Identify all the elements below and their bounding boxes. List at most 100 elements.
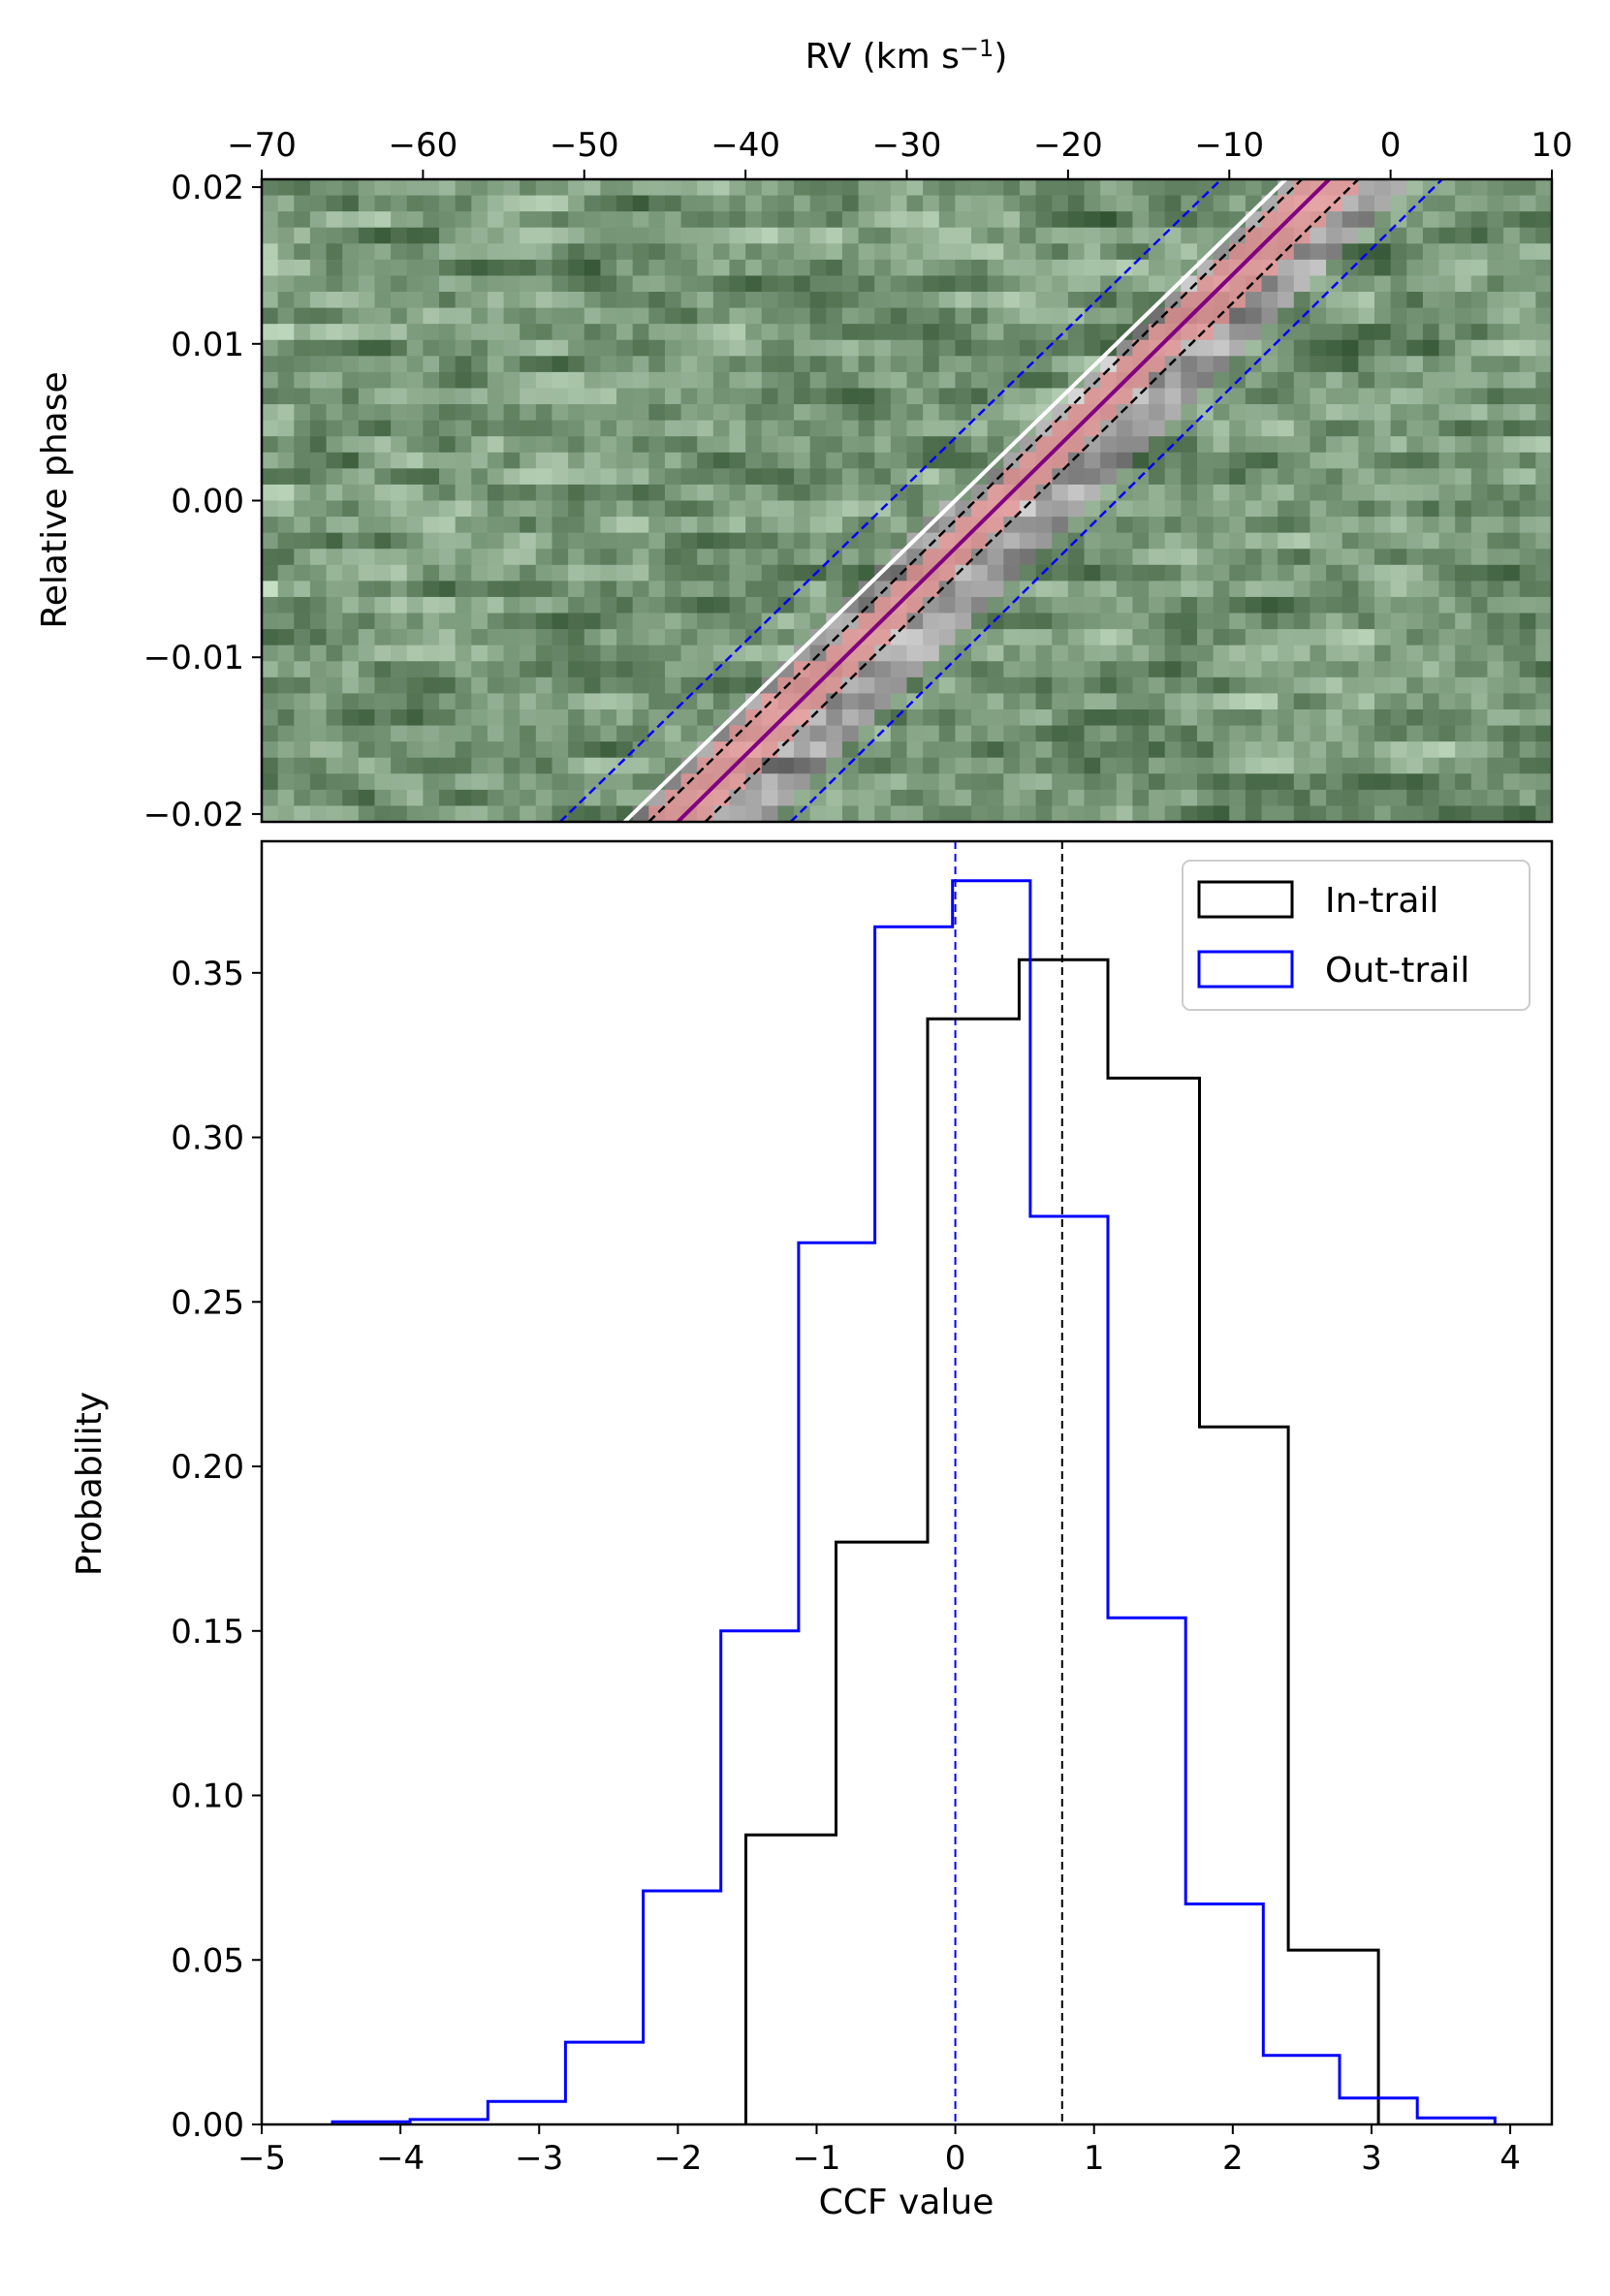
- heatmap-cell: [342, 243, 360, 261]
- heatmap-cell: [938, 452, 957, 469]
- heatmap-cell: [777, 581, 795, 598]
- heatmap-cell: [826, 227, 843, 244]
- heatmap-cell: [826, 581, 843, 598]
- heatmap-cell: [1067, 596, 1086, 614]
- heatmap-cell: [1358, 645, 1375, 662]
- heatmap-cell: [1164, 789, 1182, 807]
- heatmap-cell: [1455, 517, 1472, 534]
- heatmap-cell: [600, 259, 617, 277]
- heatmap-cell: [358, 564, 376, 582]
- heatmap-cell: [1422, 452, 1440, 469]
- heatmap-cell: [729, 789, 746, 807]
- heatmap-cell: [890, 661, 908, 678]
- heatmap-cell: [568, 645, 585, 662]
- heatmap-cell: [391, 404, 408, 422]
- heatmap-cell: [584, 452, 601, 469]
- heatmap-cell: [632, 227, 649, 244]
- heatmap-cell: [391, 371, 408, 390]
- heatmap-cell: [1261, 404, 1279, 422]
- heatmap-cell: [1310, 420, 1327, 437]
- heatmap-cell: [1455, 741, 1472, 759]
- heatmap-cell: [1052, 275, 1069, 293]
- heatmap-cell: [568, 549, 585, 566]
- heatmap-cell: [374, 773, 392, 791]
- heatmap-cell: [326, 773, 343, 791]
- heatmap-cell: [1310, 805, 1327, 822]
- heatmap-cell: [761, 725, 778, 742]
- heatmap-cell: [809, 468, 827, 486]
- heatmap-cell: [761, 773, 778, 791]
- heatmap-cell: [664, 676, 682, 694]
- heatmap-cell: [1422, 307, 1440, 325]
- heatmap-cell: [761, 629, 778, 646]
- heatmap-cell: [1229, 243, 1247, 261]
- heatmap-cell: [1342, 789, 1359, 807]
- heatmap-cell: [809, 211, 827, 229]
- heatmap-cell: [906, 307, 924, 325]
- heatmap-cell: [890, 468, 908, 486]
- heatmap-cell: [1035, 211, 1053, 229]
- heatmap-cell: [1519, 211, 1536, 229]
- heatmap-cell: [680, 564, 698, 582]
- heatmap-cell: [439, 468, 457, 486]
- heatmap-cell: [761, 484, 778, 502]
- heatmap-cell: [1310, 500, 1327, 518]
- heatmap-cell: [729, 307, 746, 325]
- heatmap-cell: [1035, 613, 1053, 630]
- heatmap-cell: [391, 500, 408, 518]
- heatmap-cell: [277, 532, 295, 550]
- heatmap-cell: [1245, 388, 1263, 405]
- heatmap-cell: [971, 613, 989, 630]
- heatmap-cell: [955, 645, 972, 662]
- heatmap-cell: [326, 243, 343, 261]
- heatmap-cell: [391, 757, 408, 774]
- heatmap-cell: [1422, 725, 1440, 742]
- heatmap-cell: [503, 468, 521, 486]
- heatmap-cell: [761, 532, 778, 550]
- heatmap-cell: [423, 211, 440, 229]
- heatmap-cell: [584, 420, 601, 437]
- heatmap-cell: [1181, 725, 1198, 742]
- heatmap-cell: [616, 292, 634, 309]
- heatmap-cell: [712, 195, 731, 212]
- heatmap-cell: [535, 356, 553, 373]
- heatmap-cell: [1278, 676, 1295, 694]
- heatmap-cell: [1164, 757, 1182, 774]
- heatmap-cell: [1535, 741, 1552, 759]
- heatmap-cell: [1390, 741, 1407, 759]
- heatmap-cell: [262, 645, 279, 662]
- heatmap-cell: [841, 356, 860, 373]
- heatmap-cell: [391, 452, 408, 469]
- heatmap-cell: [406, 292, 424, 309]
- heatmap-cell: [277, 275, 295, 293]
- heatmap-cell: [1373, 292, 1392, 309]
- heatmap-cell: [874, 725, 892, 742]
- heatmap-cell: [1487, 805, 1504, 822]
- heatmap-cell: [1132, 693, 1150, 710]
- heatmap-cell: [1132, 773, 1150, 791]
- heatmap-cell: [938, 741, 957, 759]
- trail-map-panel: −70 −60 −50 −40 −30 −20 −10 0 10 −0.02−0.010.000…: [35, 35, 1573, 834]
- probability-tick-label: 0.15: [171, 1613, 244, 1651]
- heatmap-cell: [406, 676, 424, 694]
- heatmap-cell: [648, 517, 666, 534]
- heatmap-cell: [1164, 388, 1182, 405]
- heatmap-cell: [326, 211, 343, 229]
- heatmap-cell: [1132, 227, 1150, 244]
- heatmap-cell: [423, 708, 440, 727]
- heatmap-cell: [503, 324, 521, 341]
- heatmap-cell: [1149, 532, 1166, 550]
- heatmap-cell: [938, 468, 957, 486]
- heatmap-cell: [1196, 725, 1215, 742]
- heatmap-cell: [1310, 693, 1327, 710]
- heatmap-cell: [342, 757, 360, 774]
- heatmap-cell: [923, 195, 940, 212]
- heatmap-cell: [923, 661, 940, 678]
- heatmap-cell: [423, 452, 440, 469]
- heatmap-cell: [503, 404, 521, 422]
- heatmap-cell: [520, 227, 537, 244]
- heatmap-cell: [729, 452, 746, 469]
- heatmap-cell: [487, 339, 505, 357]
- heatmap-cell: [342, 676, 360, 694]
- heatmap-cell: [262, 741, 279, 759]
